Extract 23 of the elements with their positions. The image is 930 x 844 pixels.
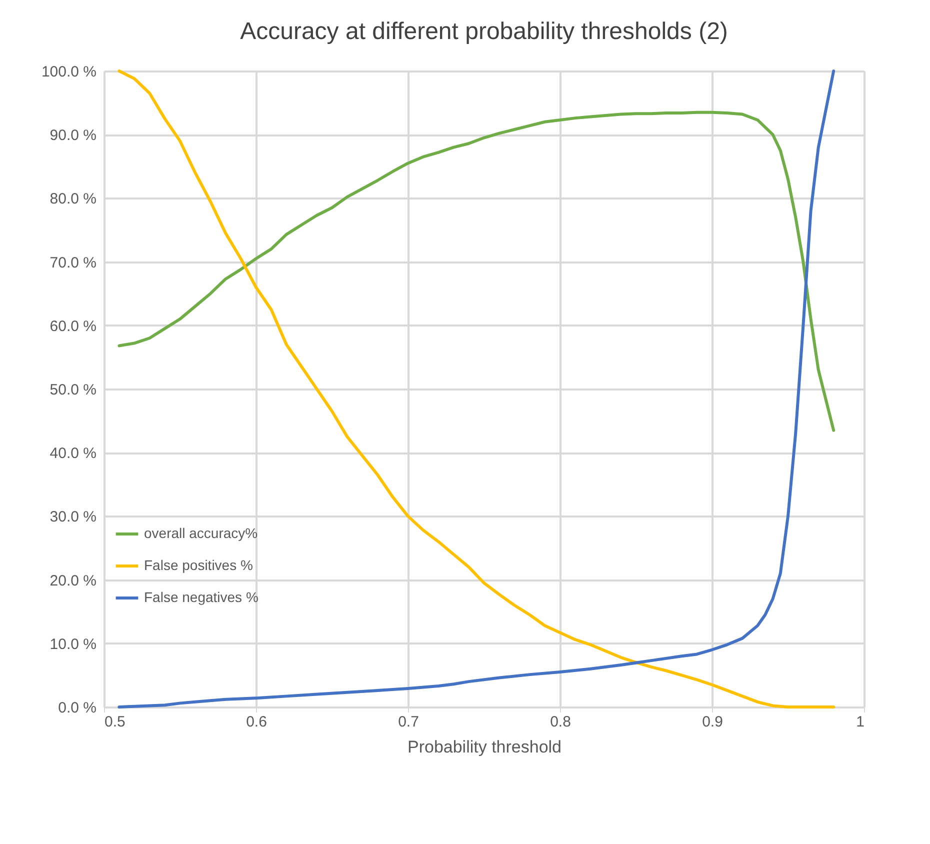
x-tick-label: 0.6 [246,714,267,730]
y-tick-label: 0.0 % [58,700,96,716]
y-tick-label: 20.0 % [50,572,96,590]
x-tick-label: 0.9 [702,714,723,730]
y-tick-label: 10.0 % [50,636,96,653]
y-tick-label: 80.0 % [50,190,96,208]
y-tick-label: 30.0 % [50,508,96,526]
y-tick-label: 50.0 % [50,382,96,398]
y-tick-label: 40.0 % [50,445,96,462]
y-tick-label: 60.0 % [50,318,96,335]
x-tick-label: 1 [856,714,864,730]
x-tick-label: 0.5 [104,714,126,730]
x-tick-label: 0.7 [398,714,419,730]
line-series [118,110,836,432]
chart-title: Accuracy at different probability thresholds (2) [240,18,728,45]
legend-label: False positives % [144,557,253,573]
legend-label: overall accuracy% [144,525,258,541]
y-tick-label: 90.0 % [50,127,96,144]
y-tick-label: 70.0 % [50,254,96,272]
x-tick-label: 0.8 [550,714,571,730]
y-tick-label: 100.0 % [41,64,96,80]
legend-label: False negatives % [144,589,258,605]
x-axis-title: Probability threshold [407,738,562,756]
